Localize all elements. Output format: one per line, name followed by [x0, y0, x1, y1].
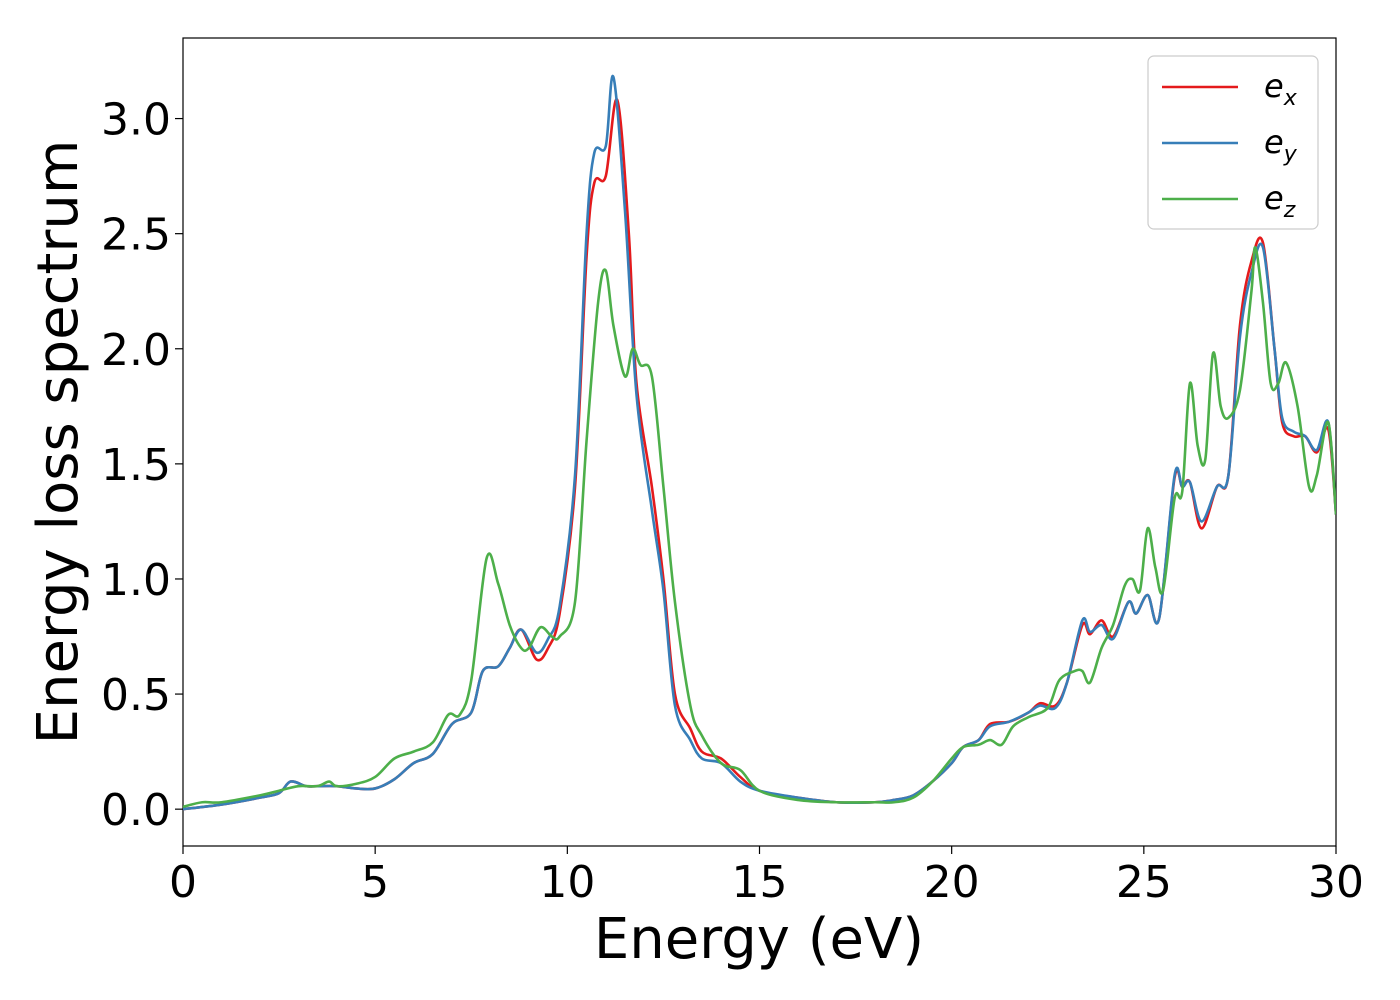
legend-label-y: ey — [1264, 123, 1298, 167]
legend-label-x: ex — [1264, 67, 1298, 111]
x-tick-label: 30 — [1308, 857, 1364, 908]
series-line-y — [183, 74, 1336, 811]
x-axis-title: Energy (eV) — [594, 907, 924, 972]
x-tick-label: 20 — [924, 857, 980, 908]
legend-label-z: ez — [1264, 179, 1296, 223]
x-tick-label: 0 — [169, 857, 197, 908]
series-line-z — [183, 246, 1336, 809]
x-tick-label: 10 — [539, 857, 595, 908]
y-tick-label: 3.0 — [101, 95, 171, 146]
y-tick-label: 0.5 — [101, 670, 171, 721]
x-tick-label: 5 — [361, 857, 389, 908]
x-tick-label: 25 — [1116, 857, 1172, 908]
y-axis-ticks: 0.0 0.5 1.0 1.5 2.0 2.5 3.0 — [101, 95, 183, 836]
x-tick-label: 15 — [732, 857, 788, 908]
y-tick-label: 0.0 — [101, 785, 171, 836]
y-tick-label: 1.0 — [101, 555, 171, 606]
legend: ex ey ez — [1147, 55, 1319, 230]
y-tick-label: 2.0 — [101, 325, 171, 376]
series-layer — [183, 74, 1336, 811]
x-axis-ticks: 0 5 10 15 20 25 30 — [169, 846, 1364, 908]
y-tick-label: 2.5 — [101, 210, 171, 261]
y-axis-title: Energy loss spectrum — [26, 140, 91, 745]
y-tick-label: 1.5 — [101, 440, 171, 491]
